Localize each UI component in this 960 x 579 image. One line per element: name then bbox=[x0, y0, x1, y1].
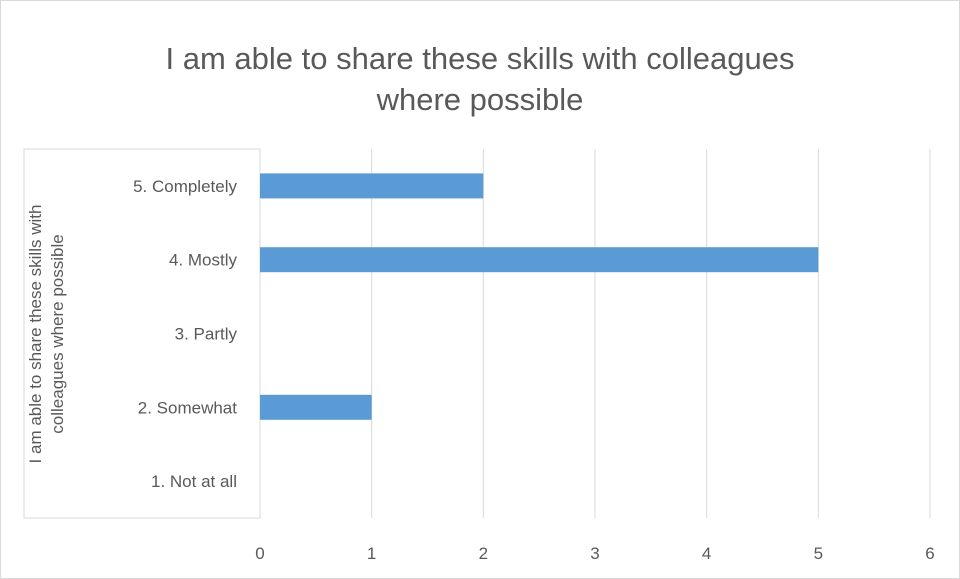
chart-title-line-1: I am able to share these skills with col… bbox=[166, 41, 795, 76]
x-tick-label: 4 bbox=[702, 544, 711, 563]
x-tick-label: 2 bbox=[479, 544, 488, 563]
category-labels: 1. Not at all 2. Somewhat 3. Partly 4. Most… bbox=[133, 177, 237, 491]
category-label: 3. Partly bbox=[175, 325, 238, 344]
x-tick-labels: 0 1 2 3 4 5 6 bbox=[255, 544, 934, 563]
bar-5 bbox=[260, 173, 484, 199]
x-tick-label: 0 bbox=[255, 544, 264, 563]
category-label: 1. Not at all bbox=[151, 472, 237, 491]
category-label: 2. Somewhat bbox=[138, 398, 237, 417]
gridlines bbox=[259, 149, 931, 518]
chart-title-line-2: where possible bbox=[376, 82, 584, 117]
bars bbox=[260, 173, 819, 420]
y-axis-title-frame bbox=[23, 148, 261, 519]
y-axis-title-line-2: colleagues where possible bbox=[48, 234, 67, 433]
x-tick-label: 1 bbox=[367, 544, 376, 563]
category-label: 5. Completely bbox=[133, 177, 237, 196]
x-tick-label: 3 bbox=[590, 544, 599, 563]
x-tick-label: 5 bbox=[814, 544, 823, 563]
bar-4 bbox=[260, 247, 819, 273]
y-axis-title-box: I am able to share these skills with col… bbox=[23, 148, 261, 519]
bar-2 bbox=[260, 394, 372, 420]
category-label: 4. Mostly bbox=[169, 251, 238, 270]
y-axis-title-line-1: I am able to share these skills with bbox=[26, 205, 45, 464]
x-tick-label: 6 bbox=[925, 544, 934, 563]
